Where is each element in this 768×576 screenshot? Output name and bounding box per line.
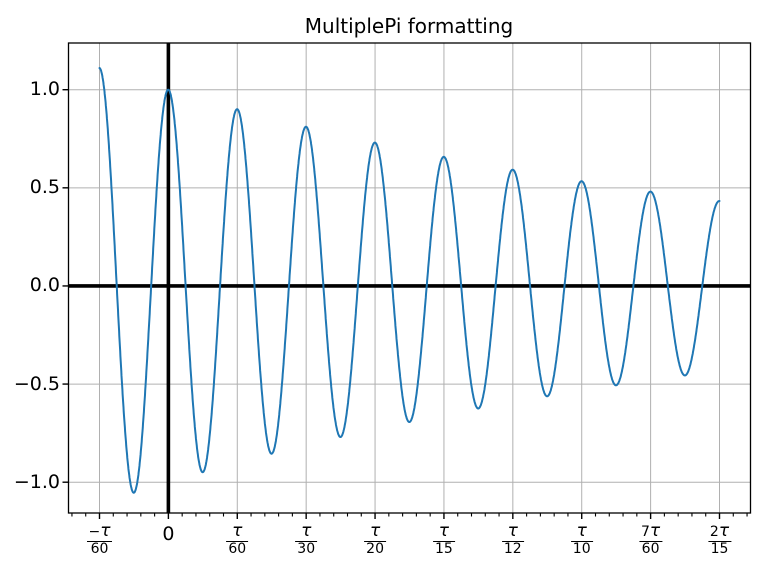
tau-symbol: τ <box>507 521 518 541</box>
x-tick-label: −τ 60 <box>86 521 113 557</box>
fraction-numerator: τ <box>506 523 520 541</box>
x-tick-label: τ 30 <box>295 523 318 557</box>
fraction-bar <box>364 540 387 542</box>
tau-symbol: τ <box>301 521 312 541</box>
tau-symbol: τ <box>100 521 111 541</box>
axes-border <box>67 42 752 514</box>
fraction-bar <box>570 540 593 542</box>
fraction-numerator: −τ <box>88 521 111 541</box>
x-tick-label: τ 10 <box>570 523 593 557</box>
y-tick-label: 1.0 <box>29 78 60 101</box>
chart-title: MultiplePi formatting <box>304 14 514 38</box>
tau-symbol: τ <box>649 521 661 541</box>
fraction-bar <box>707 540 732 542</box>
fraction-denominator: 60 <box>228 540 247 557</box>
x-tick-label: 0 <box>162 523 175 545</box>
fraction-numerator: τ <box>437 523 451 541</box>
fraction-bar <box>295 540 318 542</box>
y-tick-label: 0.5 <box>29 176 60 199</box>
tau-symbol: τ <box>438 521 450 541</box>
x-tick-label: τ 20 <box>364 523 387 557</box>
fraction-bar <box>432 540 455 542</box>
data-series-line <box>98 67 721 494</box>
fraction-bar <box>86 540 113 542</box>
fraction-numerator: τ <box>575 523 589 541</box>
fraction-denominator: 15 <box>434 540 453 557</box>
y-tick-label: −1.0 <box>13 470 60 493</box>
fraction-numerator: 2τ <box>709 521 730 541</box>
fraction-bar <box>226 540 249 542</box>
x-tick-label: 2τ 15 <box>707 521 732 557</box>
fraction-denominator: 60 <box>641 540 660 557</box>
tau-symbol: τ <box>576 521 587 541</box>
fraction-numerator: τ <box>230 523 244 541</box>
fraction-bar <box>639 540 663 542</box>
tau-symbol: τ <box>232 521 243 541</box>
fraction-denominator: 10 <box>572 540 591 557</box>
tau-symbol: τ <box>369 521 381 541</box>
fraction-bar <box>501 540 524 542</box>
y-tick-label: −0.5 <box>13 372 60 395</box>
fraction-denominator: 60 <box>90 540 109 557</box>
fraction-denominator: 12 <box>503 540 522 557</box>
fraction-denominator: 30 <box>297 540 316 557</box>
fraction-numerator: τ <box>368 523 382 541</box>
fraction-denominator: 20 <box>366 540 385 557</box>
fraction-denominator: 15 <box>710 540 729 557</box>
tau-symbol: τ <box>718 521 730 541</box>
x-tick-label: τ 15 <box>432 523 455 557</box>
x-tick-label: τ 60 <box>226 523 249 557</box>
fraction-numerator: 7τ <box>641 521 661 541</box>
y-tick-label: 0.0 <box>29 274 60 297</box>
x-tick-label: τ 12 <box>501 523 524 557</box>
fraction-numerator: τ <box>299 523 313 541</box>
x-tick-label: 7τ 60 <box>639 521 663 557</box>
